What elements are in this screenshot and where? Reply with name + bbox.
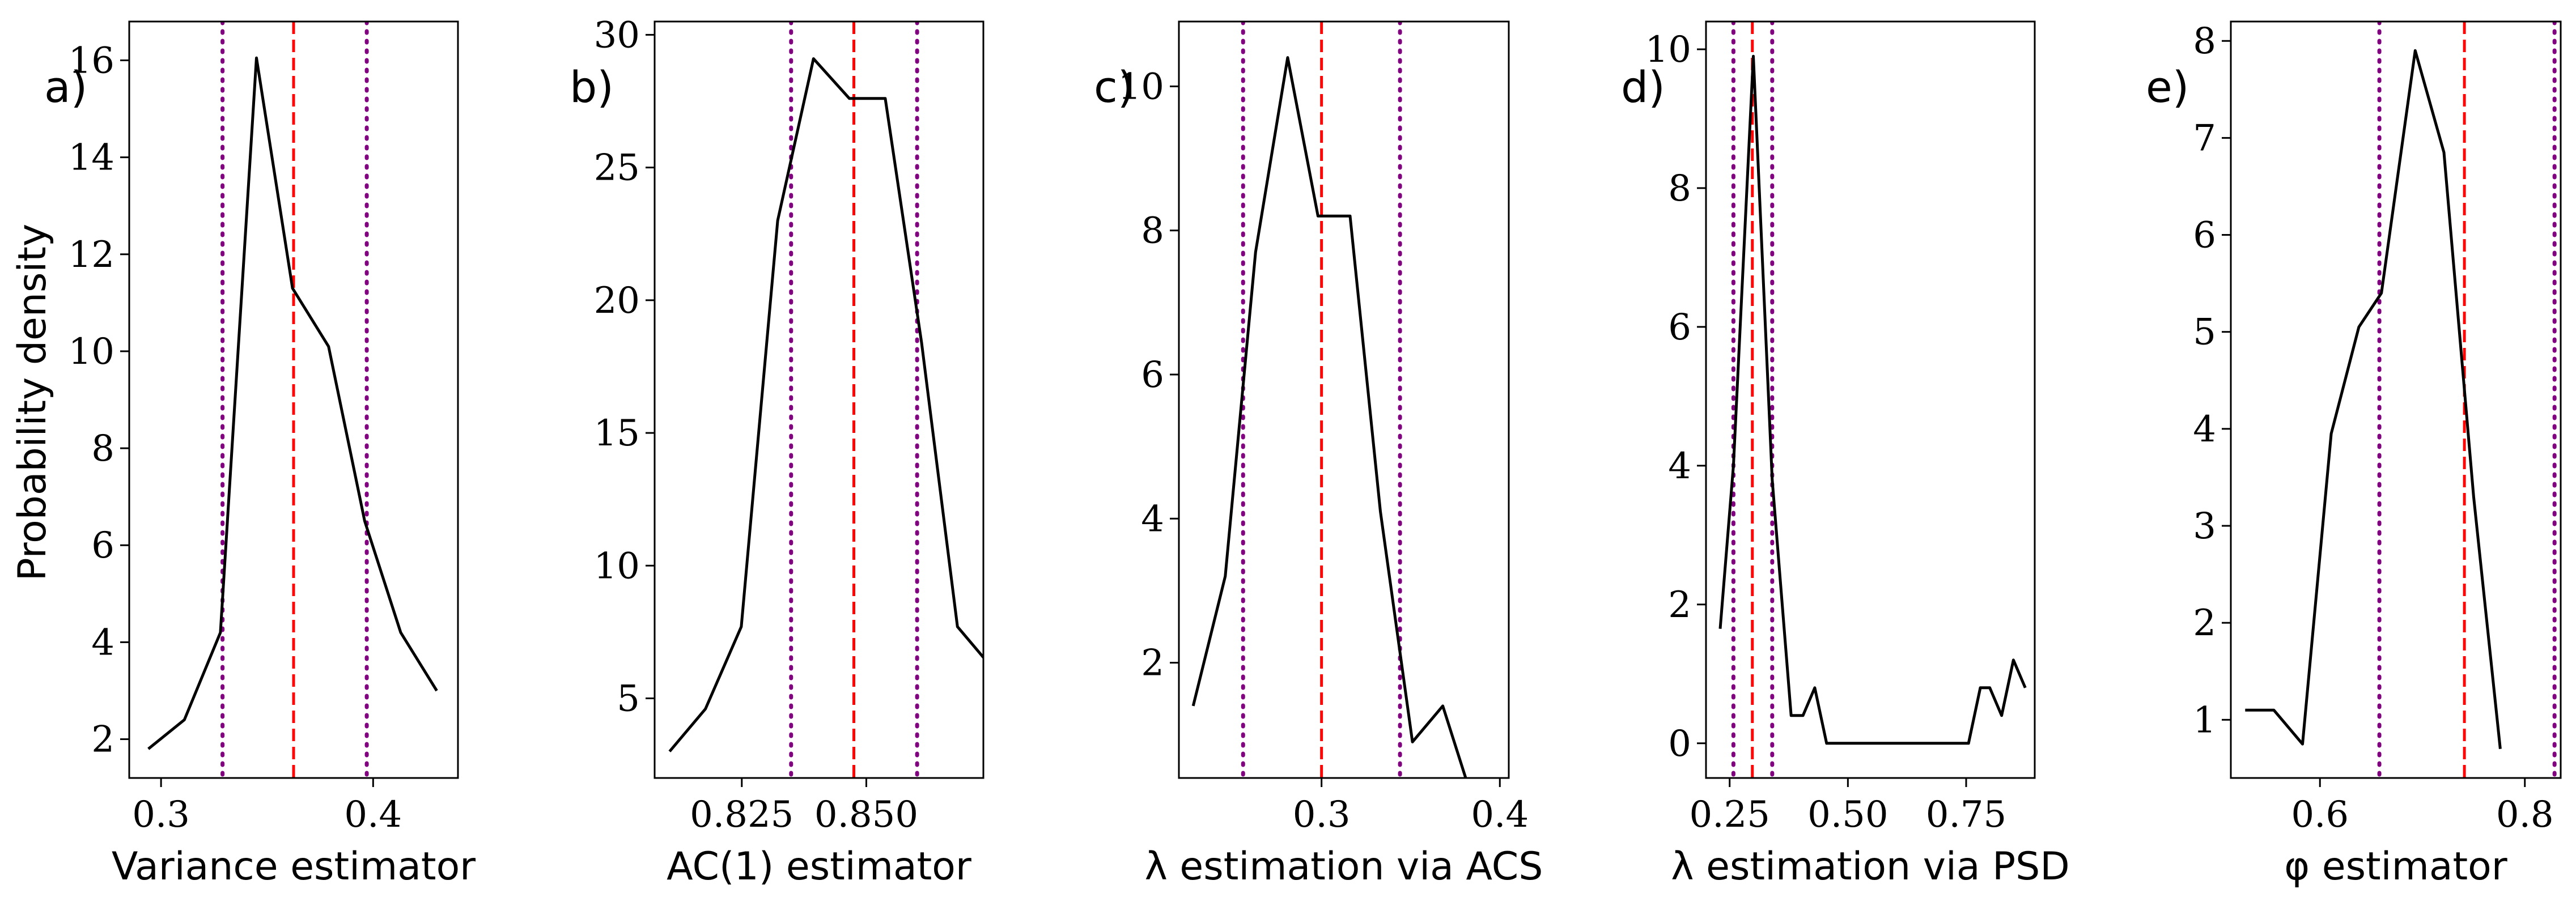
density-curve [668,57,983,752]
density-curve [147,56,438,750]
axes-frame [2230,20,2562,779]
y-tick-label: 7 [2193,117,2216,159]
density-curve [2245,49,2502,749]
plot-content [2245,22,2557,778]
x-tick-label: 0.850 [814,794,918,836]
y-tick-label: 6 [91,525,114,567]
y-tick-label: 2 [2193,602,2216,644]
x-tick-label: 0.8 [2496,794,2554,836]
x-axis-title: λ estimation via ACS [1145,844,1543,889]
y-tick-label: 6 [2193,215,2216,257]
y-tick-label: 6 [1668,307,1691,348]
y-tick-label: 10 [69,331,114,373]
y-tick-label: 3 [2193,505,2216,547]
x-axis-title: AC(1) estimator [667,844,971,889]
y-tick-label: 1 [2193,699,2216,741]
x-tick-label: 0.4 [344,794,402,836]
y-tick-label: 5 [2193,312,2216,354]
x-axis-title: φ estimator [2284,844,2507,889]
y-tick-label: 8 [1668,168,1691,210]
plot-content [668,22,983,778]
y-tick-label: 2 [1141,643,1164,684]
y-tick-label: 10 [1645,29,1691,71]
y-tick-label: 8 [1141,210,1164,252]
y-tick-label: 4 [1668,445,1691,487]
x-tick-label: 0.50 [1807,794,1888,836]
y-tick-label: 6 [1141,354,1164,396]
y-tick-label: 10 [1118,66,1164,108]
panel-e: 1 2 3 4 5 6 7 8 0.6 0.8 φ estimator e) [2146,20,2562,889]
axes-frame [1705,20,2036,779]
y-tick-label: 4 [2193,409,2216,450]
panel-c: 2 4 6 8 10 0.3 0.4 λ estimation via ACS c) [1094,20,1543,889]
panel-b: 5 10 15 20 25 30 0.825 0.850 AC(1) estimator b) [570,14,984,889]
panel-label: d) [1621,62,1665,112]
y-tick-label: 30 [594,14,640,56]
plot-content [1191,22,1467,778]
density-curve [1191,56,1467,778]
x-tick-label: 0.4 [1471,794,1529,836]
x-tick-label: 0.3 [132,794,190,836]
axes-frame [128,20,459,779]
x-axis-title: Variance estimator [112,844,476,889]
y-tick-label: 4 [1141,498,1164,540]
y-axis-title: Probability density [10,224,55,581]
y-tick-label: 15 [594,413,640,454]
y-tick-label: 12 [69,234,114,276]
plot-content [1718,22,2027,778]
x-tick-label: 0.25 [1689,794,1770,836]
panel-d: 0 2 4 6 8 10 0.25 0.50 0.75 λ estimation via PSD d… [1621,20,2070,889]
x-tick-label: 0.3 [1293,794,1351,836]
axes-frame [1178,20,1510,779]
x-tick-label: 0.825 [690,794,793,836]
y-tick-label: 25 [594,147,640,189]
y-tick-label: 10 [594,545,640,587]
axes-frame [653,20,984,779]
y-tick-label: 2 [1668,584,1691,626]
panel-a: 2 4 6 8 10 12 14 16 0.3 0.4 Variance estimator a) [44,20,476,889]
y-tick-label: 2 [91,719,114,761]
x-axis-title: λ estimation via PSD [1671,844,2069,889]
y-tick-label: 20 [594,280,640,322]
panel-label: a) [44,62,87,112]
x-tick-label: 0.6 [2291,794,2349,836]
y-tick-label: 8 [2193,20,2216,62]
panel-label: b) [570,62,614,112]
y-tick-label: 5 [617,678,640,720]
panel-label: c) [1094,62,1134,112]
y-tick-label: 14 [69,137,114,179]
y-tick-label: 4 [91,622,114,664]
y-tick-label: 0 [1668,723,1691,765]
y-tick-label: 16 [69,40,114,82]
density-curve [1718,54,2027,745]
y-tick-label: 8 [91,428,114,470]
panel-label: e) [2146,62,2189,112]
x-tick-label: 0.75 [1926,794,2007,836]
plot-content [147,22,438,778]
